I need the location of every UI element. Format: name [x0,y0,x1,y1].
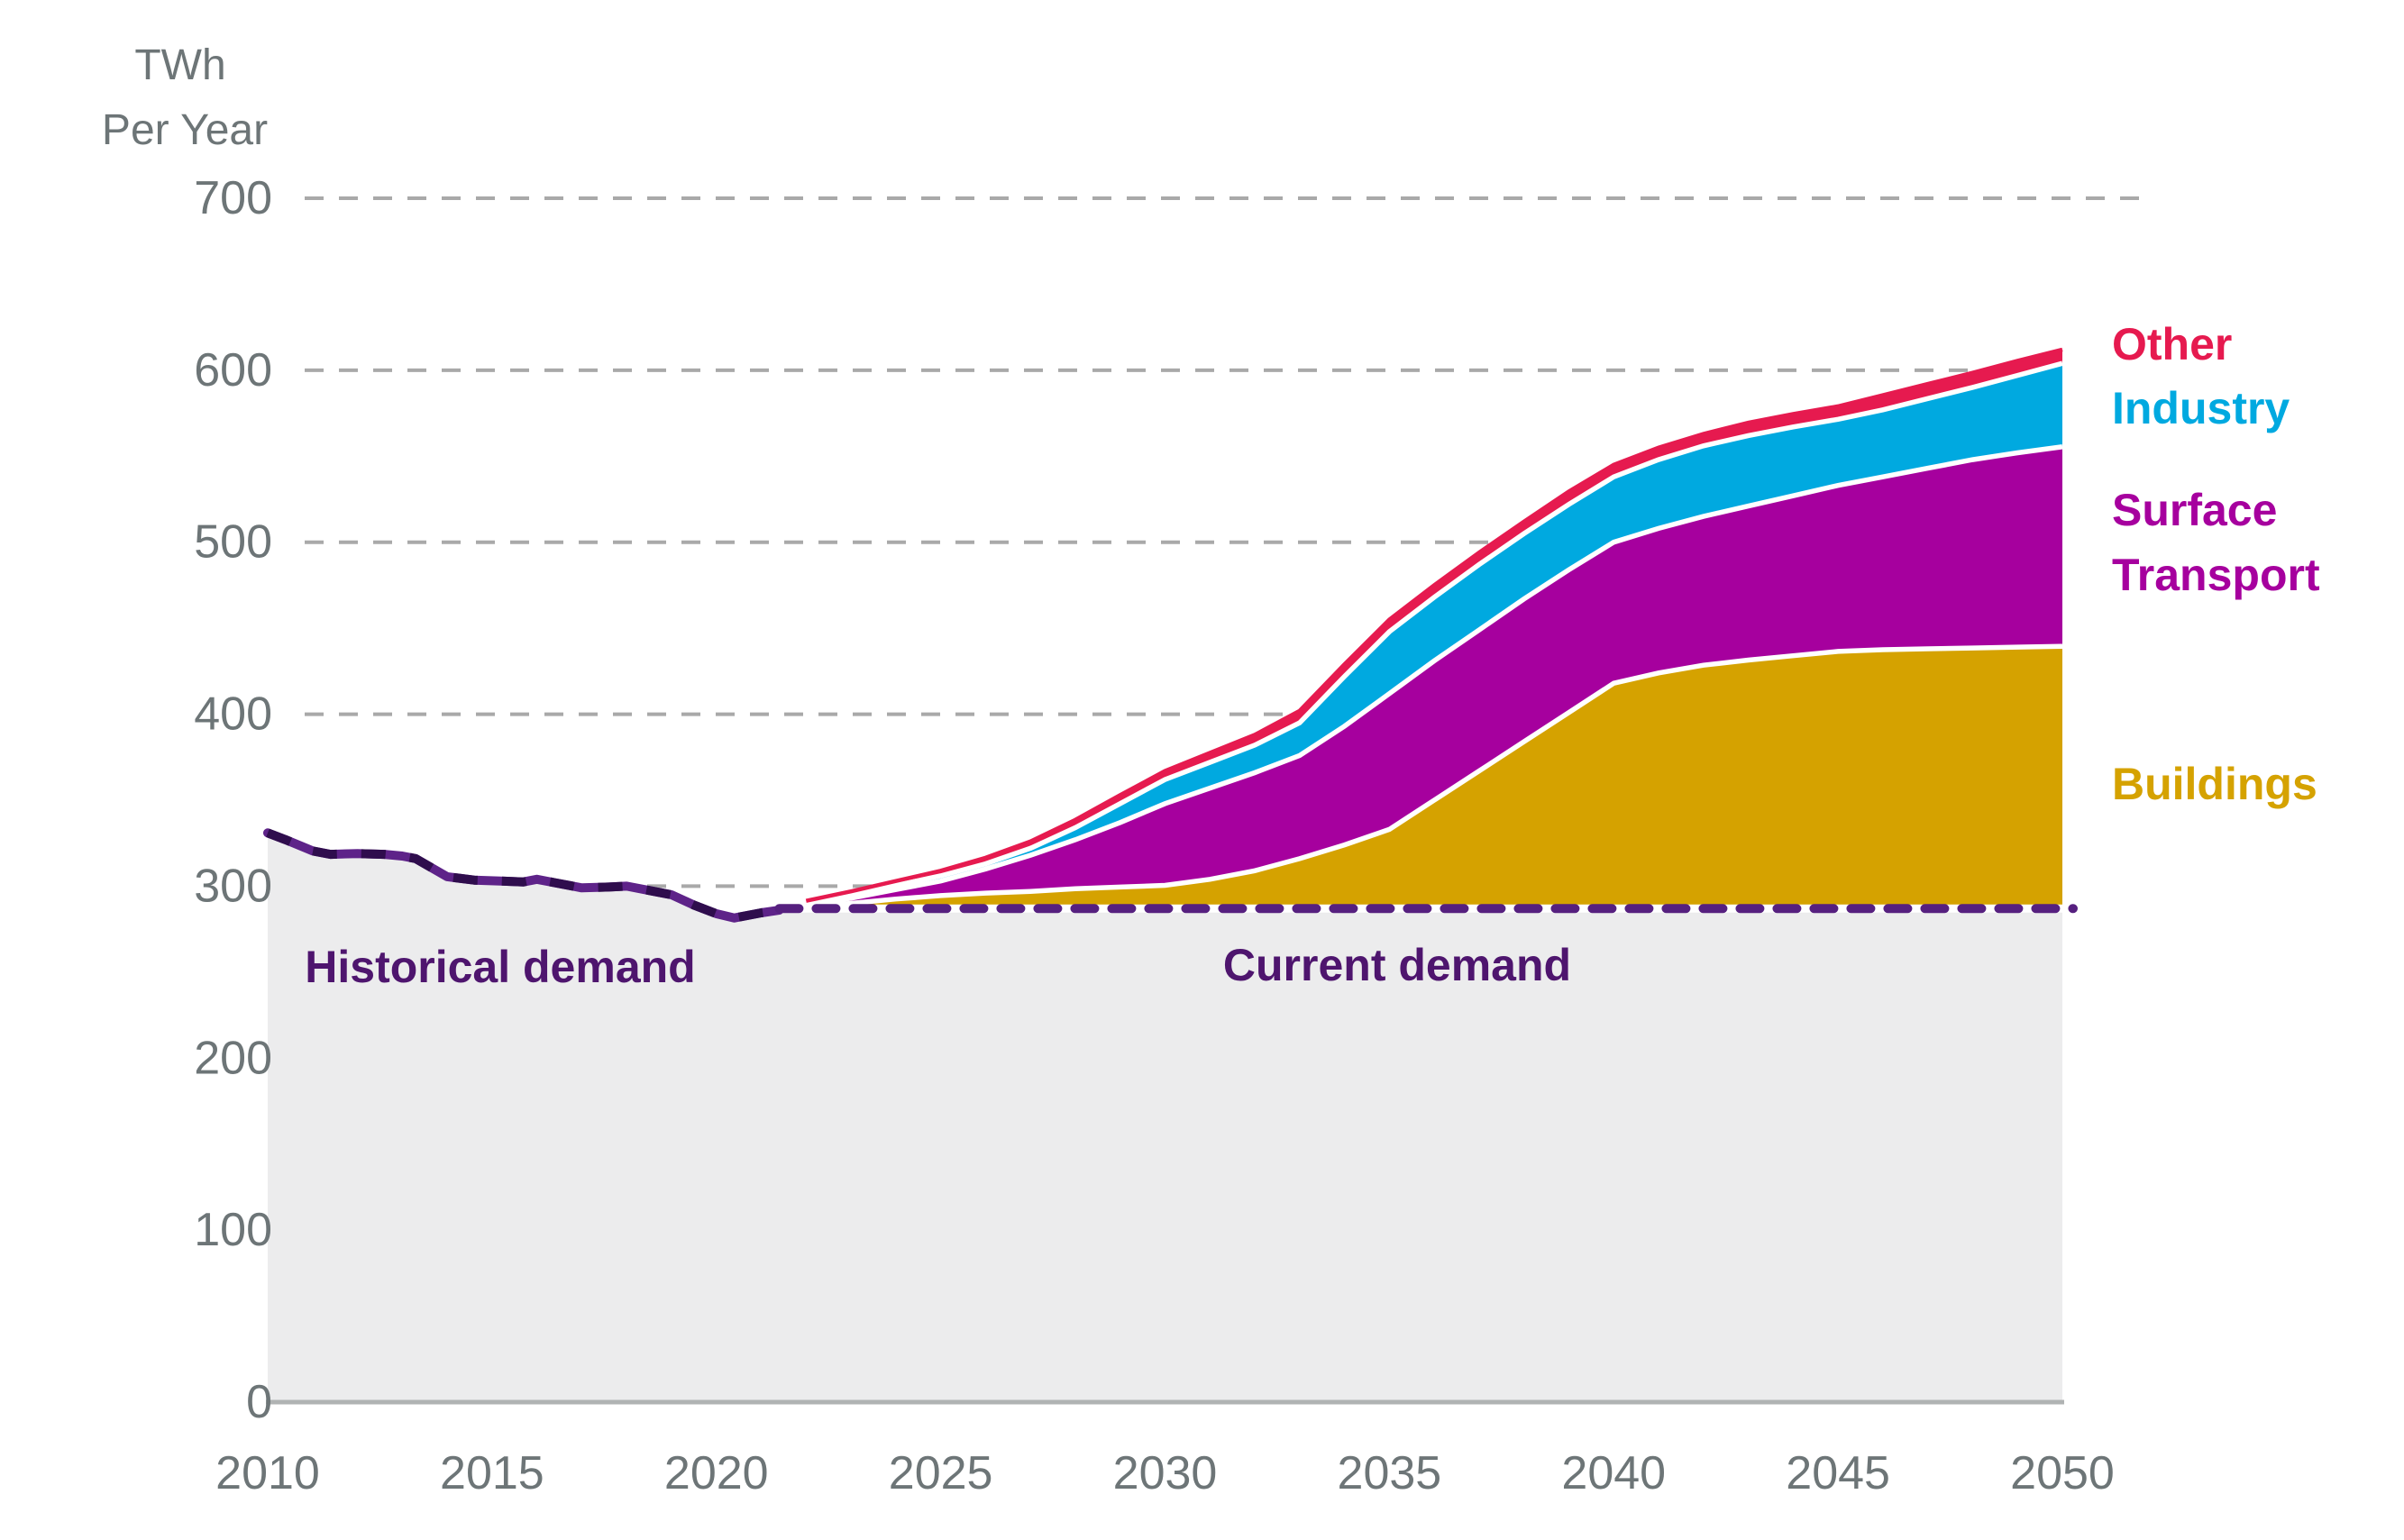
legend-item-surface-transport-line1: Surface [2112,485,2277,535]
buildings-top-separator [806,643,2063,910]
legend-item-industry: Industry [2112,383,2290,433]
industry-top-separator [805,360,2063,907]
historical-current-demand-area [268,833,2062,1402]
x-tick-label-2030: 2030 [1113,1447,1218,1499]
historical-demand-line-dash [266,828,781,923]
current-demand-label: Current demand [1223,940,1571,990]
y-tick-label-200: 200 [194,1032,272,1084]
buildings-area [806,646,2062,909]
x-tick-label-2045: 2045 [1786,1447,1890,1499]
x-tick-label-2050: 2050 [2010,1447,2115,1499]
y-axis-unit-line1: TWh [134,41,225,89]
y-tick-label-0: 0 [246,1376,272,1428]
y-tick-label-600: 600 [194,344,272,396]
x-tick-label-2010: 2010 [215,1447,320,1499]
y-tick-label-500: 500 [194,516,272,569]
other-top-edge [805,347,2063,903]
x-tick-label-2025: 2025 [889,1447,993,1499]
y-axis-unit-line2: Per Year [102,106,268,154]
legend-item-buildings: Buildings [2112,759,2317,809]
y-tick-label-100: 100 [194,1204,272,1256]
chart-layers: 0 100 200 300 400 500 600 700 2010 2015 2020 2025 20… [194,172,2154,1499]
y-tick-label-300: 300 [194,860,272,912]
historical-demand-label: Historical demand [305,942,695,992]
surface-transport-top-separator [805,444,2063,908]
legend-item-surface-transport-line2: Transport [2112,550,2320,600]
x-tick-label-2040: 2040 [1561,1447,1666,1499]
x-tick-label-2035: 2035 [1338,1447,1442,1499]
x-tick-label-2020: 2020 [664,1447,769,1499]
legend-item-other: Other [2112,319,2232,369]
y-tick-label-400: 400 [194,688,272,741]
y-tick-label-700: 700 [194,172,272,224]
x-tick-label-2015: 2015 [440,1447,544,1499]
